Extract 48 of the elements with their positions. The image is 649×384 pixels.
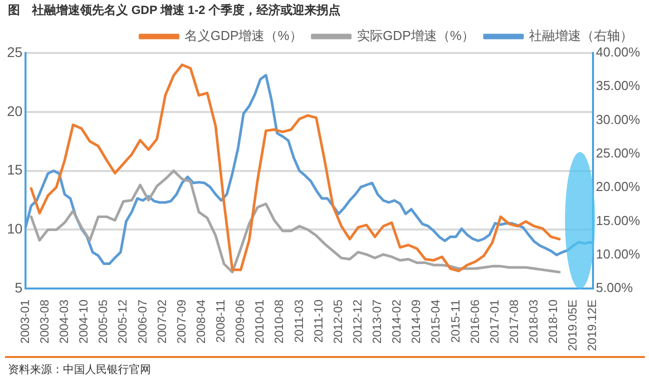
- y2-tick-label: 10.00%: [596, 246, 640, 262]
- x-tick-label: 2011-03: [292, 299, 306, 343]
- x-tick-label: 2015-04: [428, 299, 443, 344]
- x-tick-label: 2015-11: [448, 299, 462, 343]
- x-tick-label: 2007-09: [174, 299, 188, 344]
- y2-tick-label: 40.00%: [596, 44, 640, 60]
- y2-tick-label: 5.00%: [596, 280, 634, 296]
- text: 资料来源：中国人民银行官网: [8, 362, 151, 377]
- x-tick-label: 2005-12: [116, 299, 130, 344]
- x-tick-label: 2014-02: [390, 299, 404, 344]
- x-tick-label: 2017-01: [487, 299, 502, 344]
- y-tick-label: 25: [6, 44, 23, 60]
- x-tick-label: 2008-11: [214, 299, 228, 343]
- x-tick-label: 2014-09: [409, 299, 424, 344]
- y2-tick-label: 35.00%: [596, 78, 640, 94]
- x-tick-label: 2007-02: [154, 299, 169, 344]
- legend-label: 社融增速（右轴）: [529, 28, 633, 44]
- x-tick-label: 2016-06: [468, 299, 482, 344]
- x-tick-label: 2003-08: [37, 299, 52, 344]
- legend-label: 名义GDP增速（%）: [184, 28, 302, 44]
- y-tick-label: 5: [14, 279, 23, 296]
- x-tick-label: 2005-05: [96, 299, 110, 344]
- x-tick-label: 2019.12E: [585, 300, 600, 352]
- x-tick-label: 2003-01: [18, 299, 32, 344]
- x-tick-label: 2010-01: [252, 299, 267, 344]
- y2-tick-label: 25.00%: [596, 146, 640, 161]
- x-tick-label: 2017-08: [506, 299, 521, 344]
- y-tick-label: 15: [6, 162, 23, 178]
- x-tick-label: 2018-03: [526, 299, 541, 344]
- y2-tick-label: 20.00%: [596, 179, 640, 194]
- y2-tick-label: 30.00%: [596, 112, 640, 127]
- x-tick-label: 2010-08: [272, 299, 286, 344]
- x-tick-label: 2019.05E: [566, 300, 580, 352]
- x-tick-label: 2018-10: [546, 299, 560, 344]
- x-tick-label: 2004-10: [76, 299, 91, 344]
- x-tick-label: 2011-10: [311, 299, 326, 343]
- x-tick-label: 2009-06: [233, 299, 248, 344]
- y-tick-label: 20: [6, 102, 23, 119]
- x-tick-label: 2012-12: [350, 299, 364, 344]
- x-tick-label: 2006-07: [135, 299, 150, 344]
- x-tick-label: 2008-04: [194, 299, 208, 344]
- y2-tick-label: 15.00%: [596, 212, 640, 228]
- x-tick-label: 2004-03: [57, 299, 72, 344]
- legend-label: 实际GDP增速（%）: [356, 28, 475, 44]
- x-tick-label: 2013-07: [370, 299, 384, 344]
- chart-title: 图 社融增速领先名义 GDP 增速 1-2 个季度，经济或迎来拐点: [8, 2, 340, 19]
- x-tick-label: 2012-05: [330, 299, 345, 344]
- y-tick-label: 10: [6, 220, 23, 237]
